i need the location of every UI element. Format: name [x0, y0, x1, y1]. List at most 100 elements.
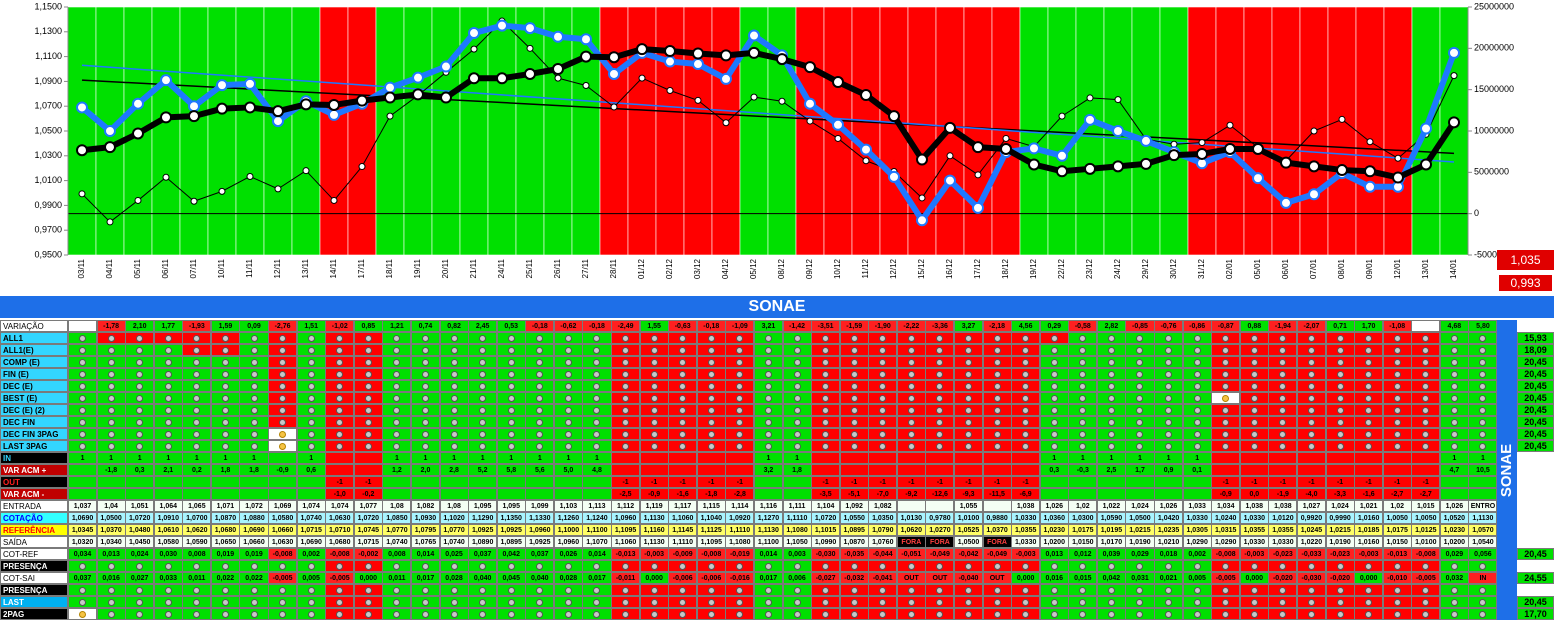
signal-dot [1079, 394, 1087, 402]
signal-dot [364, 334, 372, 342]
table-cell: 1,0520 [1439, 512, 1469, 524]
signal-dot [1450, 430, 1458, 438]
series-point [160, 111, 172, 124]
signal-cell [611, 344, 641, 356]
series-point [834, 134, 842, 142]
signal-cell [1296, 416, 1327, 428]
table-cell: -0,041 [868, 572, 898, 584]
signal-cell [239, 404, 269, 416]
signal-dot [1336, 394, 1344, 402]
signal-dot [850, 430, 858, 438]
date-band [1187, 6, 1217, 256]
table-cell: 1 [782, 452, 812, 464]
signal-dot [879, 394, 887, 402]
series-point [778, 97, 786, 105]
signal-cell [582, 428, 612, 440]
signal-cell [410, 560, 441, 572]
signal-dot [536, 586, 544, 594]
signal-dot [79, 442, 87, 450]
signal-cell [496, 428, 526, 440]
signal-cell [1039, 428, 1069, 440]
table-cell: 1,0150 [1382, 536, 1412, 548]
signal-dot [1107, 394, 1115, 402]
signal-cell [1354, 416, 1384, 428]
signal-cell [1354, 608, 1384, 620]
signal-cell [896, 368, 926, 380]
signal-dot [650, 370, 658, 378]
date-band [375, 6, 405, 256]
signal-cell [96, 608, 126, 620]
signal-cell [1211, 416, 1241, 428]
signal-dot [1393, 334, 1401, 342]
signal-cell [725, 584, 755, 596]
signal-cell [1382, 344, 1412, 356]
signal-cell [639, 356, 669, 368]
table-cell: 1,0315 [1211, 524, 1241, 536]
table-cell: 1,0240 [1211, 512, 1241, 524]
series-point [1450, 72, 1458, 80]
signal-dot [1165, 610, 1173, 618]
signal-cell [68, 416, 98, 428]
signal-dot [1136, 358, 1144, 366]
signal-dot [650, 406, 658, 414]
signal-dot [1422, 610, 1430, 618]
row-total: 20,45 [1517, 404, 1554, 416]
signal-cell [1296, 404, 1327, 416]
signal-cell [525, 560, 555, 572]
signal-cell [896, 584, 926, 596]
table-cell: -3,3 [1325, 488, 1355, 500]
signal-cell [925, 368, 955, 380]
signal-dot [1022, 418, 1030, 426]
table-cell: -3,5 [811, 488, 841, 500]
signal-cell [582, 392, 612, 404]
signal-cell [953, 368, 984, 380]
table-cell [839, 464, 869, 476]
signal-cell [1411, 584, 1441, 596]
series-point [1086, 94, 1094, 102]
signal-dot [1222, 370, 1230, 378]
table-cell: 1,1110 [725, 524, 755, 536]
signal-cell [611, 560, 641, 572]
table-cell: 1,0230 [1039, 524, 1069, 536]
signal-cell [753, 380, 783, 392]
signal-cell [839, 356, 869, 368]
signal-cell [382, 596, 412, 608]
signal-dot [1107, 430, 1115, 438]
signal-cell [1239, 380, 1269, 392]
signal-cell [325, 392, 355, 404]
table-cell [239, 476, 269, 488]
signal-dot [1450, 442, 1458, 450]
x-tick-label: 20/11 [441, 258, 450, 278]
signal-cell [1325, 356, 1355, 368]
table-cell: 0,002 [1182, 548, 1212, 560]
signal-dot [965, 358, 972, 366]
table-cell [1354, 452, 1384, 464]
signal-cell [611, 440, 641, 452]
signal-dot [1393, 598, 1401, 606]
table-cell: -1 [839, 476, 869, 488]
x-tick-label: 10/12 [833, 258, 842, 279]
signal-cell [553, 416, 583, 428]
row-label: ENTRADA [0, 500, 68, 512]
signal-cell [839, 392, 869, 404]
signal-dot [965, 430, 972, 438]
signal-dot [736, 334, 744, 342]
signal-cell [1268, 368, 1298, 380]
table-cell: -1,02 [325, 320, 355, 332]
signal-dot [622, 610, 630, 618]
signal-cell [1296, 596, 1327, 608]
signal-dot [879, 442, 887, 450]
signal-cell [239, 584, 269, 596]
signal-dot [1136, 382, 1144, 390]
signal-dot [936, 406, 944, 414]
signal-dot [307, 406, 315, 414]
signal-cell [468, 608, 498, 620]
table-cell: 1,02 [1382, 500, 1412, 512]
date-band [683, 6, 713, 256]
side-title-text: SONAE [1498, 443, 1516, 497]
signal-dot [593, 430, 601, 438]
signal-dot [250, 442, 258, 450]
signal-cell [382, 608, 412, 620]
signal-dot [1365, 370, 1373, 378]
signal-dot [393, 394, 401, 402]
